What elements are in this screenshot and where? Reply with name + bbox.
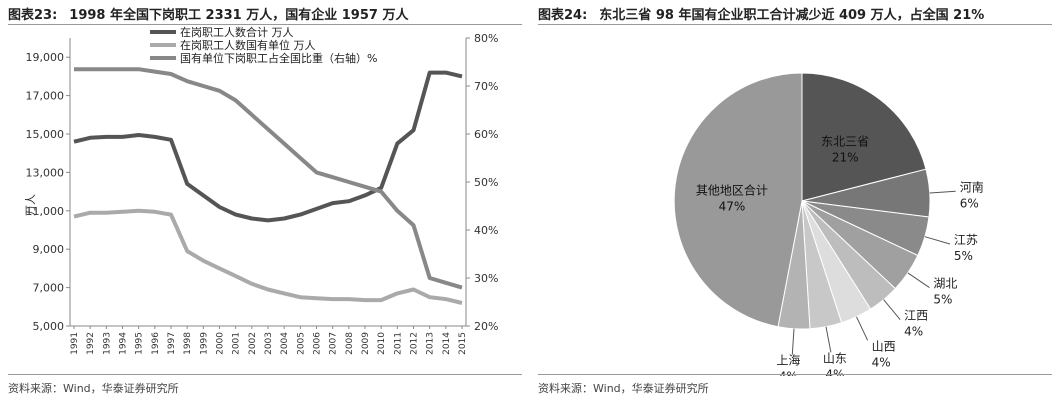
series-line-2	[73, 208, 463, 305]
pie-label-2: 河南	[960, 179, 984, 194]
right-title: 图表24: 东北三省 98 年国有企业职工合计减少近 409 万人，占全国 21%	[538, 4, 984, 23]
pie-pct-4: 5%	[933, 293, 952, 307]
left-source: 资料来源：Wind，华泰证券研究所	[8, 382, 179, 395]
left-tick-label: 13,000	[26, 166, 65, 179]
left-tick-label: 5,000	[33, 320, 65, 333]
leader-line-2	[929, 190, 956, 194]
right-title-text: 东北三省 98 年国有企业职工合计减少近 409 万人，占全国 21%	[599, 8, 985, 23]
pie-pct-7: 4%	[825, 367, 844, 376]
pie-pct-1: 21%	[832, 150, 859, 164]
pie-slice-1	[801, 72, 927, 202]
leader-line-3	[924, 236, 951, 245]
pie-label-7: 山东	[823, 351, 847, 365]
pie-label-3: 江苏	[954, 233, 978, 247]
pie-pct-9: 47%	[719, 199, 746, 213]
x-tick-label: 2010	[377, 332, 387, 355]
right-bottom-rule	[538, 374, 1052, 375]
x-tick-label: 1994	[119, 332, 129, 355]
pie-slice-9	[673, 72, 803, 328]
pie-label-8: 上海	[776, 353, 800, 368]
right-tick-label: 50%	[474, 176, 498, 189]
series-line-3	[74, 67, 463, 290]
pie-label-1: 东北三省	[821, 134, 869, 148]
x-tick-label: 2007	[329, 332, 339, 355]
x-tick-label: 2009	[361, 332, 371, 355]
right-tick-label: 30%	[474, 272, 498, 285]
x-tick-label: 2013	[426, 332, 436, 355]
x-tick-label: 2008	[345, 332, 355, 355]
pie-label-6: 山西	[872, 339, 896, 353]
pie-pct-5: 4%	[904, 325, 923, 339]
x-tick-label: 2006	[313, 332, 323, 355]
x-tick-label: 1998	[183, 332, 193, 355]
left-tick-label: 11,000	[26, 205, 65, 218]
x-tick-label: 2001	[232, 332, 242, 355]
leader-line-8	[791, 328, 795, 355]
x-tick-label: 2002	[248, 332, 258, 355]
x-tick-label: 2005	[296, 332, 306, 355]
x-tick-label: 1997	[167, 332, 177, 355]
x-tick-label: 1999	[199, 332, 209, 355]
left-bottom-rule	[8, 374, 522, 375]
right-tick-label: 70%	[474, 80, 498, 93]
leader-line-5	[883, 299, 901, 321]
left-top-rule	[8, 24, 522, 25]
x-tick-label: 1992	[86, 332, 96, 355]
x-tick-label: 1993	[102, 332, 112, 355]
pie-pct-3: 5%	[954, 249, 973, 263]
x-tick-label: 2000	[216, 332, 226, 355]
legend-label-2: 在岗职工人数国有单位 万人	[180, 38, 316, 52]
x-tick-label: 2014	[442, 332, 452, 355]
left-tick-label: 7,000	[33, 282, 65, 295]
legend-label-1: 在岗职工人数合计 万人	[180, 26, 294, 39]
x-tick-label: 1991	[70, 332, 80, 355]
x-tick-label: 2015	[458, 332, 468, 355]
pie-chart: 东北三省 21% 河南 6% 江苏 5% 湖北 5% 江西 4% 山西 4% 山东 4% 上海 4% 其他地区合…	[673, 72, 984, 376]
left-title: 图表23: 1998 年全国下岗职工 2331 万人，国有企业 1957 万人	[8, 4, 408, 23]
x-tick-label: 2011	[393, 332, 403, 355]
x-tick-label: 1995	[135, 332, 145, 355]
y-axis-label: 万人	[24, 194, 37, 216]
right-source: 资料来源：Wind，华泰证券研究所	[538, 382, 709, 395]
right-tick-label: 40%	[474, 224, 498, 237]
left-tick-label: 17,000	[26, 90, 65, 103]
legend-label-3: 国有单位下岗职工占全国比重（右轴）%	[180, 51, 377, 65]
pie-pct-2: 6%	[960, 196, 979, 210]
line-chart: 5,000 7,000 9,000 11,000 13,000 15,000 17,000 1…	[24, 26, 498, 355]
x-tick-label: 1996	[151, 332, 161, 355]
right-tick-label: 60%	[474, 128, 498, 141]
right-tick-label: 80%	[474, 32, 498, 45]
pie-pct-6: 4%	[872, 355, 891, 369]
series-line-1	[73, 70, 463, 223]
right-panel: 图表24: 东北三省 98 年国有企业职工合计减少近 409 万人，占全国 21%…	[530, 0, 1060, 401]
x-tick-label: 2003	[264, 332, 274, 355]
right-top-rule	[538, 24, 1052, 25]
left-tick-label: 15,000	[26, 128, 65, 141]
pie-pct-8: 4%	[779, 370, 798, 376]
right-figure-number: 图表24:	[538, 8, 588, 23]
pie-label-5: 江西	[904, 309, 928, 323]
left-tick-label: 19,000	[26, 51, 65, 64]
left-tick-label: 9,000	[33, 243, 65, 256]
x-tick-label: 2004	[280, 332, 290, 355]
right-tick-label: 20%	[474, 320, 498, 333]
left-title-text: 1998 年全国下岗职工 2331 万人，国有企业 1957 万人	[69, 8, 409, 23]
left-panel: 图表23: 1998 年全国下岗职工 2331 万人，国有企业 1957 万人 5…	[8, 4, 522, 395]
left-figure-number: 图表23:	[8, 8, 58, 23]
leader-line-6	[856, 316, 869, 341]
leader-line-7	[825, 326, 832, 353]
x-tick-label: 2012	[410, 332, 420, 355]
pie-label-4: 湖北	[933, 276, 957, 291]
leader-line-4	[907, 272, 930, 289]
pie-label-9: 其他地区合计	[696, 182, 768, 197]
